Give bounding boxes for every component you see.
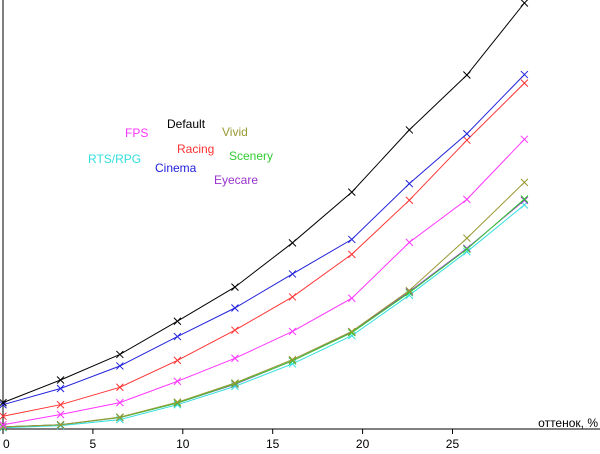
data-point bbox=[463, 71, 471, 79]
data-point bbox=[0, 398, 7, 407]
data-point bbox=[0, 420, 7, 429]
data-point bbox=[347, 328, 356, 337]
data-point bbox=[347, 294, 356, 303]
data-point bbox=[56, 384, 65, 393]
data-point bbox=[347, 250, 356, 259]
data-point bbox=[288, 327, 297, 336]
data-point bbox=[0, 412, 7, 421]
data-point bbox=[463, 247, 471, 256]
data-point bbox=[463, 129, 471, 138]
series-layer bbox=[0, 0, 529, 432]
x-tick-label: 0 bbox=[3, 437, 10, 451]
data-point bbox=[405, 288, 414, 297]
series-line bbox=[2, 181, 525, 428]
series-rts-rpg bbox=[0, 201, 529, 432]
data-point bbox=[116, 398, 124, 407]
data-point bbox=[231, 304, 239, 312]
data-point bbox=[56, 376, 65, 384]
series-fps bbox=[0, 135, 529, 429]
series-default bbox=[0, 0, 529, 407]
series-line bbox=[2, 204, 525, 429]
x-tick-label: 10 bbox=[176, 437, 190, 451]
data-point bbox=[520, 79, 529, 87]
series-line bbox=[2, 198, 525, 428]
data-point bbox=[56, 410, 65, 419]
data-point bbox=[0, 423, 7, 432]
data-point bbox=[288, 293, 297, 301]
data-point bbox=[173, 317, 182, 326]
data-point bbox=[173, 398, 182, 407]
data-point bbox=[56, 421, 65, 430]
legend-entry: Eyecare bbox=[214, 173, 258, 187]
data-point bbox=[288, 270, 297, 278]
data-point bbox=[231, 326, 239, 335]
data-point bbox=[463, 195, 471, 204]
series-vivid bbox=[0, 178, 529, 431]
data-point bbox=[288, 355, 297, 364]
data-point bbox=[347, 235, 356, 244]
series-line bbox=[2, 2, 525, 404]
data-point bbox=[116, 362, 124, 370]
data-point bbox=[463, 245, 471, 254]
series-line bbox=[2, 74, 525, 406]
data-point bbox=[405, 196, 414, 205]
data-point bbox=[520, 178, 529, 187]
legend-entry: FPS bbox=[125, 126, 148, 140]
x-axis-label: оттенок, % bbox=[538, 416, 598, 430]
data-point bbox=[520, 70, 529, 79]
data-point bbox=[520, 196, 529, 205]
data-point bbox=[463, 234, 471, 243]
data-point bbox=[231, 283, 239, 291]
data-point bbox=[347, 327, 356, 336]
x-tick-label: 25 bbox=[446, 437, 460, 451]
data-point bbox=[405, 126, 414, 134]
data-point bbox=[0, 400, 7, 409]
data-point bbox=[116, 383, 124, 392]
data-point bbox=[116, 413, 124, 421]
data-point bbox=[116, 350, 124, 359]
x-tick-label: 20 bbox=[356, 437, 370, 451]
legend-entry: Racing bbox=[177, 142, 214, 156]
data-point bbox=[56, 420, 65, 429]
data-point bbox=[405, 286, 414, 295]
data-point bbox=[520, 135, 529, 144]
data-point bbox=[520, 195, 529, 203]
data-point bbox=[56, 400, 65, 409]
data-point bbox=[231, 379, 239, 387]
legend-entry: Cinema bbox=[155, 161, 197, 175]
data-point bbox=[288, 238, 297, 247]
legend: FPS Default Vivid Racing Scenery RTS/RPG Cinem… bbox=[88, 117, 273, 187]
data-point bbox=[231, 354, 239, 363]
legend-entry: RTS/RPG bbox=[88, 152, 141, 166]
series-cinema bbox=[0, 70, 529, 409]
series-line bbox=[2, 82, 525, 417]
data-point bbox=[173, 332, 182, 341]
data-point bbox=[405, 238, 414, 247]
data-point bbox=[405, 179, 414, 188]
legend-entry: Vivid bbox=[222, 125, 248, 139]
data-point bbox=[173, 399, 182, 407]
data-point bbox=[173, 377, 182, 386]
x-tick-label: 15 bbox=[266, 437, 280, 451]
data-point bbox=[520, 0, 529, 7]
data-point bbox=[463, 136, 471, 145]
data-point bbox=[347, 188, 356, 196]
series-line bbox=[2, 138, 525, 426]
legend-entry: Scenery bbox=[229, 149, 273, 163]
data-point bbox=[173, 356, 182, 365]
x-tick-label: 5 bbox=[90, 437, 97, 451]
legend-entry: Default bbox=[167, 117, 206, 131]
series-racing bbox=[0, 79, 529, 421]
